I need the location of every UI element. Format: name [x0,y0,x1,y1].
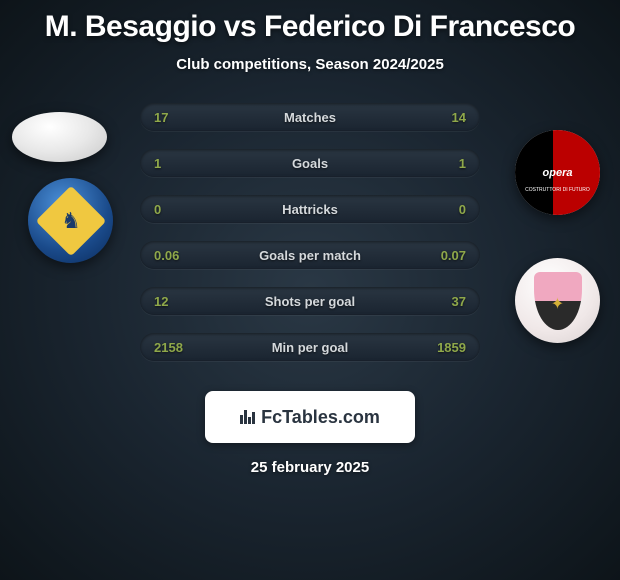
stat-right-value: 1 [459,156,466,171]
stat-row-hattricks: 0 Hattricks 0 [140,195,480,223]
stat-left-value: 1 [154,156,161,171]
stat-label: Hattricks [282,202,338,217]
stat-left-value: 2158 [154,340,183,355]
stat-label: Goals [292,156,328,171]
stat-right-value: 1859 [437,340,466,355]
stat-label: Min per goal [272,340,349,355]
fctables-logo: FcTables.com [240,407,380,428]
stat-label: Shots per goal [265,294,355,309]
stat-right-value: 0.07 [441,248,466,263]
stat-row-goals-per-match: 0.06 Goals per match 0.07 [140,241,480,269]
stat-row-min-per-goal: 2158 Min per goal 1859 [140,333,480,361]
stat-label: Matches [284,110,336,125]
stat-left-value: 12 [154,294,168,309]
stat-left-value: 0.06 [154,248,179,263]
stat-row-shots-per-goal: 12 Shots per goal 37 [140,287,480,315]
stats-area: 17 Matches 14 1 Goals 1 0 Hattricks 0 0.… [0,103,620,383]
fctables-label: FcTables.com [261,407,380,428]
bars-icon [240,410,255,424]
date-stamp: 25 february 2025 [0,459,620,476]
stat-left-value: 17 [154,110,168,125]
stat-label: Goals per match [259,248,361,263]
stat-left-value: 0 [154,202,161,217]
stat-right-value: 0 [459,202,466,217]
fctables-badge: FcTables.com [205,391,415,443]
page-title: M. Besaggio vs Federico Di Francesco [0,0,620,44]
stat-row-matches: 17 Matches 14 [140,103,480,131]
stat-right-value: 14 [452,110,466,125]
stat-row-goals: 1 Goals 1 [140,149,480,177]
stat-right-value: 37 [452,294,466,309]
subtitle: Club competitions, Season 2024/2025 [0,56,620,73]
